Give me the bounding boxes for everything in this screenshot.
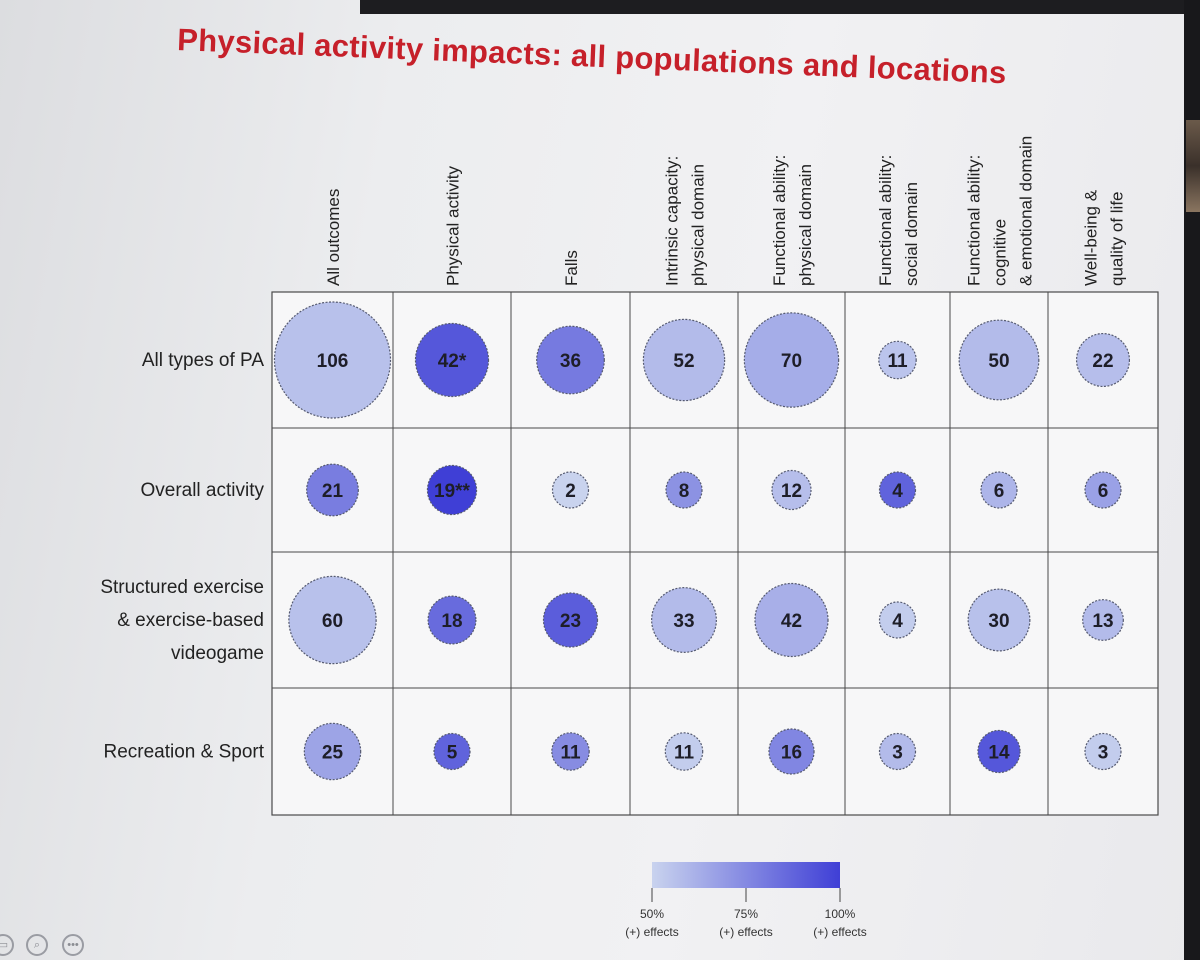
row-label: videogame bbox=[171, 643, 264, 664]
bubble-value-label: 14 bbox=[988, 743, 1010, 764]
bubble bbox=[1084, 732, 1122, 771]
row-label: All types of PA bbox=[142, 350, 264, 371]
bubble-value-label: 30 bbox=[988, 611, 1009, 632]
bubble-value-label: 21 bbox=[322, 481, 344, 502]
column-label: Falls bbox=[562, 250, 581, 286]
screen-bezel-right bbox=[1184, 0, 1200, 960]
bubble bbox=[967, 588, 1031, 652]
column-label: Intrinsic capacity: bbox=[662, 156, 681, 286]
legend-tick-label: 75% bbox=[734, 907, 758, 921]
column-label: physical domain bbox=[796, 164, 815, 286]
bubble bbox=[427, 595, 477, 645]
bubble bbox=[542, 592, 599, 648]
bubble bbox=[642, 318, 726, 402]
screen-bezel-top bbox=[360, 0, 1200, 14]
column-label: Well-being & bbox=[1081, 189, 1100, 286]
row-label: & exercise-based bbox=[117, 610, 264, 631]
search-icon[interactable]: ⌕ bbox=[26, 934, 48, 956]
bubble-value-label: 50 bbox=[988, 351, 1009, 372]
bubble-value-label: 22 bbox=[1092, 351, 1113, 372]
bubble bbox=[306, 463, 359, 517]
side-video-thumbnail bbox=[1186, 120, 1200, 212]
bubble bbox=[414, 322, 490, 398]
reader-icon[interactable]: ▭ bbox=[0, 934, 14, 956]
column-label: Functional ability: bbox=[876, 155, 895, 286]
bubble-value-label: 25 bbox=[322, 743, 344, 764]
bubble bbox=[771, 469, 812, 511]
column-label: physical domain bbox=[688, 164, 707, 286]
bubble bbox=[768, 728, 815, 775]
bubble bbox=[1075, 332, 1131, 388]
bubble bbox=[878, 340, 917, 380]
bubble-value-label: 6 bbox=[1098, 481, 1109, 502]
column-label: social domain bbox=[902, 182, 921, 286]
legend-tick-label: 100% bbox=[825, 907, 856, 921]
bubble-value-label: 3 bbox=[892, 743, 903, 764]
legend-gradient-bar bbox=[652, 862, 840, 888]
bubble-value-label: 60 bbox=[322, 611, 343, 632]
bubble bbox=[878, 732, 917, 771]
bubble-value-label: 8 bbox=[679, 481, 690, 502]
bubble bbox=[743, 312, 840, 408]
bubble-value-label: 3 bbox=[1098, 743, 1109, 764]
bubble-value-label: 6 bbox=[994, 481, 1005, 502]
column-label: & emotional domain bbox=[1016, 136, 1035, 286]
column-label: Physical activity bbox=[443, 166, 462, 286]
bubble-value-label: 23 bbox=[560, 611, 581, 632]
bubble bbox=[878, 601, 917, 639]
bubble bbox=[958, 319, 1040, 401]
bubble-value-label: 19** bbox=[434, 481, 471, 502]
more-icon[interactable]: ••• bbox=[62, 934, 84, 956]
row-label: Structured exercise bbox=[100, 577, 264, 598]
legend-tick-label: 50% bbox=[640, 907, 664, 921]
bubble-value-label: 70 bbox=[781, 351, 802, 372]
column-label: All outcomes bbox=[324, 189, 343, 286]
bubble-value-label: 52 bbox=[673, 351, 694, 372]
bubble-value-label: 106 bbox=[317, 351, 349, 372]
legend-tick-sublabel: (+) effects bbox=[625, 925, 678, 939]
column-label: Functional ability: bbox=[770, 155, 789, 286]
legend-tick-sublabel: (+) effects bbox=[719, 925, 772, 939]
bubble bbox=[273, 301, 392, 419]
bubble bbox=[288, 575, 377, 665]
column-label: cognitive bbox=[990, 219, 1009, 286]
bubble bbox=[664, 732, 704, 771]
bubble-value-label: 4 bbox=[892, 611, 903, 632]
legend-tick-sublabel: (+) effects bbox=[813, 925, 866, 939]
bubble-value-label: 18 bbox=[441, 611, 462, 632]
bubble bbox=[303, 722, 362, 781]
bubble bbox=[551, 471, 590, 509]
row-label: Recreation & Sport bbox=[103, 742, 264, 763]
bubble bbox=[1082, 599, 1124, 641]
bubble-value-label: 33 bbox=[673, 611, 694, 632]
bubble bbox=[1084, 471, 1122, 509]
column-label: Functional ability: bbox=[964, 155, 983, 286]
bubble-value-label: 5 bbox=[447, 743, 458, 764]
bubble-value-label: 11 bbox=[560, 743, 581, 764]
bubble bbox=[754, 582, 829, 658]
bubble bbox=[980, 471, 1018, 509]
bubble bbox=[551, 732, 590, 771]
bubble bbox=[433, 732, 471, 771]
bubble bbox=[878, 471, 917, 509]
bubble bbox=[536, 325, 605, 395]
bubble bbox=[426, 464, 478, 516]
bubble-value-label: 4 bbox=[892, 481, 903, 502]
bubble-value-label: 11 bbox=[674, 743, 695, 764]
bubble-value-label: 2 bbox=[565, 481, 576, 502]
row-label: Overall activity bbox=[140, 480, 264, 501]
bubble-value-label: 36 bbox=[560, 351, 581, 372]
bubble bbox=[977, 729, 1021, 774]
bubble-value-label: 13 bbox=[1092, 611, 1113, 632]
column-label: quality of life bbox=[1107, 192, 1126, 287]
bubble bbox=[651, 587, 717, 653]
bubble bbox=[665, 471, 703, 509]
bubble-value-label: 11 bbox=[887, 351, 908, 372]
bubble-value-label: 42 bbox=[781, 611, 802, 632]
bubble-value-label: 16 bbox=[781, 743, 802, 764]
bubble-value-label: 42* bbox=[438, 351, 467, 372]
bubble-value-label: 12 bbox=[781, 481, 802, 502]
